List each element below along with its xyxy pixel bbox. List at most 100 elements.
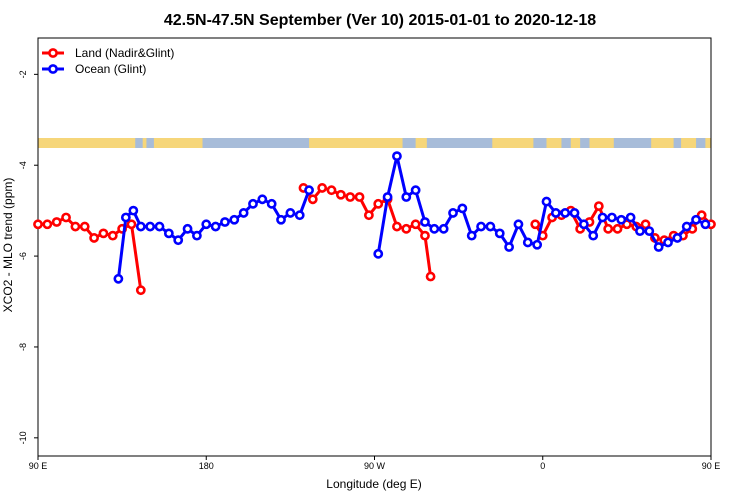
data-point xyxy=(429,223,440,234)
data-point xyxy=(294,210,305,221)
data-point xyxy=(145,221,156,232)
x-axis-label: Longitude (deg E) xyxy=(326,477,421,491)
data-point xyxy=(285,208,296,218)
data-point xyxy=(494,228,505,239)
data-point xyxy=(550,208,561,218)
data-point xyxy=(201,219,212,230)
data-point xyxy=(485,221,496,232)
x-axis: 90 E 180 90 W 0 90 E xyxy=(29,456,721,471)
y-tick-label: -10 xyxy=(18,431,28,444)
data-point xyxy=(392,151,402,162)
land-ocean-strip xyxy=(38,138,711,148)
data-point xyxy=(612,223,623,234)
data-point xyxy=(578,219,589,230)
data-point xyxy=(635,226,645,236)
data-point xyxy=(681,221,692,232)
data-point xyxy=(532,239,543,250)
land-strip-segment xyxy=(492,138,534,148)
data-point xyxy=(163,228,174,239)
legend-marker xyxy=(48,48,58,58)
land-strip-segment xyxy=(546,138,562,148)
land-strip-segment xyxy=(570,138,581,148)
data-point xyxy=(79,221,90,232)
legend-marker xyxy=(48,64,58,74)
series-line xyxy=(302,186,433,277)
legend-entry-label: Land (Nadir&Glint) xyxy=(75,46,174,60)
data-point xyxy=(476,221,486,232)
data-point xyxy=(61,212,71,223)
data-point xyxy=(182,223,193,234)
data-point xyxy=(257,194,268,205)
data-point xyxy=(317,183,328,193)
data-point xyxy=(173,235,184,246)
data-point xyxy=(373,198,384,209)
y-tick-label: -4 xyxy=(18,161,28,169)
data-point xyxy=(276,214,286,225)
data-point xyxy=(569,208,580,218)
chart-title: 42.5N-47.5N September (Ver 10) 2015-01-0… xyxy=(164,12,596,29)
plot-frame xyxy=(37,37,712,457)
data-point xyxy=(653,242,664,252)
data-point xyxy=(98,228,109,239)
land-strip-segment xyxy=(415,138,427,148)
data-point xyxy=(42,219,53,230)
data-point xyxy=(560,208,571,218)
data-point xyxy=(597,212,608,223)
data-point xyxy=(192,230,202,241)
data-point xyxy=(382,192,393,202)
data-point xyxy=(541,196,552,207)
data-point xyxy=(70,221,81,232)
data-point xyxy=(438,223,449,234)
land-strip-segment xyxy=(681,138,697,148)
data-point xyxy=(530,219,541,230)
data-point xyxy=(307,194,318,205)
data-point xyxy=(304,185,314,196)
data-point xyxy=(120,212,131,223)
data-point xyxy=(345,192,356,202)
data-point xyxy=(210,221,221,232)
y-axis: -2 -4 -6 -8 -10 xyxy=(18,70,38,444)
x-tick-label: 90 E xyxy=(702,461,721,471)
y-tick-label: -6 xyxy=(18,252,28,260)
data-point xyxy=(220,217,230,227)
y-tick-label: -2 xyxy=(18,70,28,78)
land-strip-segment xyxy=(589,138,614,148)
data-point xyxy=(603,223,614,234)
series-line xyxy=(116,189,311,279)
series-ocean xyxy=(113,151,711,284)
data-point xyxy=(644,226,655,236)
data-point xyxy=(135,285,146,296)
land-strip-segment xyxy=(705,138,711,148)
data-point xyxy=(392,221,402,232)
data-point xyxy=(640,219,651,230)
data-point xyxy=(513,219,524,230)
y-tick-label: -8 xyxy=(18,343,28,351)
data-point xyxy=(238,208,249,218)
data-point xyxy=(410,219,421,230)
land-strip-segment xyxy=(38,138,136,148)
data-point xyxy=(401,192,412,202)
legend-entry-label: Ocean (Glint) xyxy=(75,62,146,76)
data-point xyxy=(248,198,258,209)
data-point xyxy=(691,214,701,225)
data-point xyxy=(700,219,711,230)
data-point xyxy=(135,221,146,232)
data-point xyxy=(326,185,337,196)
land-strip-segment xyxy=(153,138,203,148)
x-tick-label: 180 xyxy=(199,461,214,471)
data-point xyxy=(504,242,514,252)
data-point xyxy=(410,185,421,196)
data-point xyxy=(593,201,604,212)
data-point xyxy=(51,217,62,227)
y-axis-label: XCO2 - MLO trend (ppm) xyxy=(1,178,15,313)
data-point xyxy=(107,230,118,241)
series-layer xyxy=(33,151,716,296)
data-point xyxy=(33,219,43,230)
data-point xyxy=(229,214,240,225)
legend: Land (Nadir&Glint) Ocean (Glint) xyxy=(42,46,174,76)
land-strip-segment xyxy=(309,138,403,148)
data-point xyxy=(420,217,430,227)
data-point xyxy=(128,205,139,216)
data-point xyxy=(625,212,636,223)
data-point xyxy=(335,189,346,200)
